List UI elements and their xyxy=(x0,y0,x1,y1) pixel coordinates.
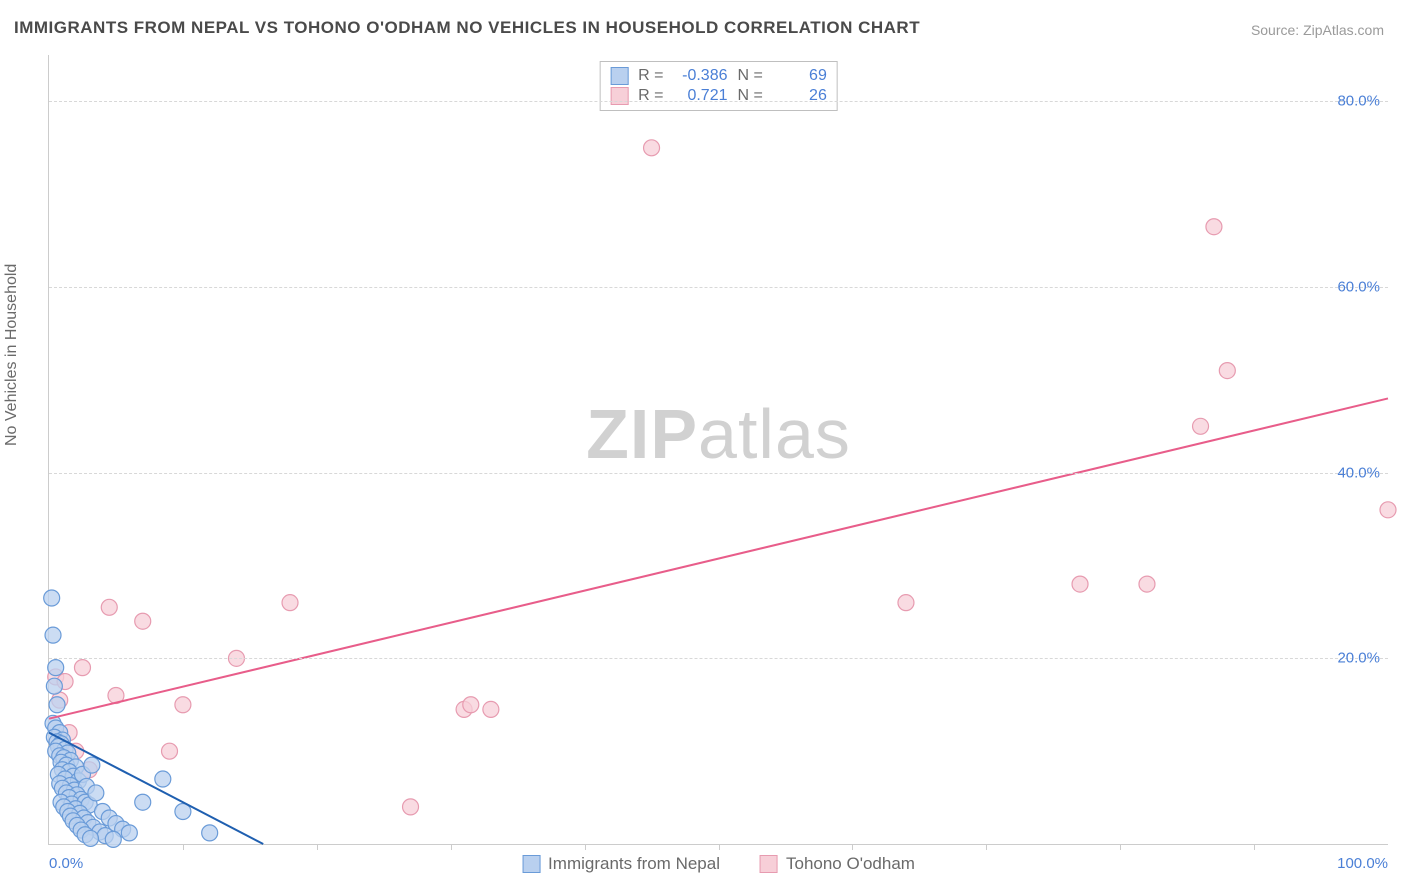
data-point xyxy=(101,599,117,615)
xtick-mark xyxy=(852,844,853,850)
gridline-h xyxy=(49,287,1388,288)
xtick-min: 0.0% xyxy=(49,855,83,872)
data-point xyxy=(162,743,178,759)
data-point xyxy=(175,697,191,713)
data-point xyxy=(1193,418,1209,434)
data-point xyxy=(45,627,61,643)
gridline-h xyxy=(49,658,1388,659)
xtick-mark xyxy=(719,844,720,850)
data-point xyxy=(898,595,914,611)
data-point xyxy=(88,785,104,801)
plot-svg xyxy=(49,55,1388,844)
trend-line xyxy=(49,398,1388,718)
data-point xyxy=(135,794,151,810)
xtick-mark xyxy=(986,844,987,850)
ytick-label: 60.0% xyxy=(1337,279,1380,296)
data-point xyxy=(84,757,100,773)
data-point xyxy=(105,831,121,847)
ytick-label: 80.0% xyxy=(1337,93,1380,110)
chart-title: IMMIGRANTS FROM NEPAL VS TOHONO O'ODHAM … xyxy=(14,18,920,38)
data-point xyxy=(135,613,151,629)
swatch-series2-bottom xyxy=(760,855,778,873)
xtick-mark xyxy=(1254,844,1255,850)
data-point xyxy=(644,140,660,156)
swatch-series1-bottom xyxy=(522,855,540,873)
data-point xyxy=(483,701,499,717)
data-point xyxy=(155,771,171,787)
xtick-mark xyxy=(585,844,586,850)
data-point xyxy=(463,697,479,713)
data-point xyxy=(121,825,137,841)
gridline-h xyxy=(49,101,1388,102)
legend-item-series2: Tohono O'odham xyxy=(760,854,915,874)
data-point xyxy=(1072,576,1088,592)
xtick-mark xyxy=(451,844,452,850)
data-point xyxy=(74,660,90,676)
xtick-mark xyxy=(183,844,184,850)
series2-name: Tohono O'odham xyxy=(786,854,915,874)
legend-item-series1: Immigrants from Nepal xyxy=(522,854,720,874)
data-point xyxy=(49,697,65,713)
xtick-max: 100.0% xyxy=(1337,855,1388,872)
data-point xyxy=(403,799,419,815)
data-point xyxy=(46,678,62,694)
series1-name: Immigrants from Nepal xyxy=(548,854,720,874)
data-point xyxy=(282,595,298,611)
data-point xyxy=(1380,502,1396,518)
y-axis-label: No Vehicles in Household xyxy=(3,264,21,446)
data-point xyxy=(83,830,99,846)
plot-area: ZIPatlas R = -0.386 N = 69 R = 0.721 N =… xyxy=(48,55,1388,845)
data-point xyxy=(48,660,64,676)
source-citation: Source: ZipAtlas.com xyxy=(1251,22,1384,38)
data-point xyxy=(1206,219,1222,235)
xtick-mark xyxy=(317,844,318,850)
series-legend: Immigrants from Nepal Tohono O'odham xyxy=(522,854,915,874)
data-point xyxy=(44,590,60,606)
gridline-h xyxy=(49,473,1388,474)
ytick-label: 40.0% xyxy=(1337,464,1380,481)
ytick-label: 20.0% xyxy=(1337,650,1380,667)
data-point xyxy=(1219,363,1235,379)
data-point xyxy=(202,825,218,841)
xtick-mark xyxy=(1120,844,1121,850)
data-point xyxy=(1139,576,1155,592)
